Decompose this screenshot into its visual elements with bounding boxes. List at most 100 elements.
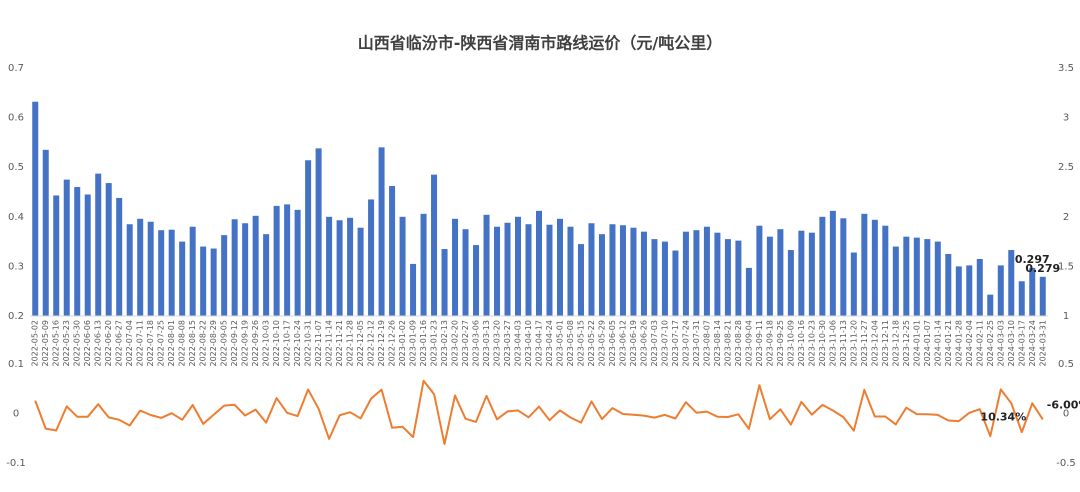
bar (913, 237, 920, 316)
bar (976, 258, 983, 316)
bar (777, 229, 784, 316)
x-tick-label: 2023-06-26 (639, 320, 648, 367)
x-tick-label: 2022-05-23 (62, 320, 71, 367)
bar (766, 236, 773, 316)
bar (126, 224, 133, 316)
bar (955, 266, 962, 316)
bar (389, 186, 396, 316)
bar (714, 232, 721, 316)
bar (32, 101, 39, 316)
y2-tick-label: -0.5 (1056, 458, 1076, 469)
bar (137, 218, 144, 316)
y-tick-label: 0.7 (8, 63, 24, 74)
x-tick-label: 2023-04-03 (514, 320, 523, 367)
y2-tick-label: 0 (1063, 409, 1069, 420)
x-tick-label: 2023-01-09 (409, 320, 418, 367)
x-tick-label: 2022-09-05 (220, 320, 229, 367)
bar (305, 160, 312, 316)
bar (861, 213, 868, 316)
x-tick-label: 2022-07-25 (157, 320, 166, 367)
x-tick-label: 2022-07-11 (136, 320, 145, 367)
bar (672, 250, 679, 316)
x-tick-label: 2022-12-19 (377, 320, 386, 367)
bar (588, 223, 595, 316)
y2-tick-label: 3.5 (1058, 63, 1074, 74)
x-tick-label: 2024-02-25 (986, 320, 995, 367)
x-tick-label: 2023-03-13 (482, 320, 491, 367)
x-tick-label: 2023-05-29 (597, 320, 606, 367)
x-tick-label: 2023-06-12 (618, 320, 627, 367)
x-tick-label: 2022-11-21 (335, 320, 344, 367)
x-tick-label: 2022-05-02 (31, 320, 40, 367)
x-tick-label: 2022-05-30 (73, 320, 82, 367)
bar (347, 217, 354, 316)
bar (924, 239, 931, 316)
x-tick-label: 2022-08-08 (178, 320, 187, 367)
x-tick-label: 2023-10-23 (807, 320, 816, 367)
bar (294, 209, 301, 316)
x-tick-label: 2022-07-18 (146, 320, 155, 367)
bar (147, 221, 154, 316)
x-tick-label: 2023-12-18 (891, 320, 900, 367)
bar (483, 214, 490, 316)
x-tick-label: 2022-06-13 (94, 320, 103, 367)
y-tick-label: 0.1 (8, 359, 24, 370)
bar (787, 250, 794, 316)
x-tick-label: 2023-11-06 (828, 320, 837, 367)
x-tick-label: 2023-04-24 (545, 320, 554, 367)
chart-title: 山西省临汾市-陕西省渭南市路线运价（元/吨公里） (358, 34, 723, 53)
bar (609, 224, 616, 316)
x-tick-label: 2024-03-31 (1038, 320, 1047, 367)
y-tick-label: -0.1 (6, 458, 26, 469)
bar (74, 187, 81, 316)
bar (462, 229, 469, 316)
bar (53, 195, 60, 316)
x-tick-label: 2022-06-20 (104, 320, 113, 367)
bar (273, 205, 280, 316)
x-tick-label: 2023-10-30 (818, 320, 827, 367)
x-tick-label: 2022-07-04 (125, 320, 134, 367)
line (34, 379, 1044, 446)
x-tick-label: 2022-11-28 (346, 320, 355, 367)
x-tick-label: 2022-08-15 (188, 320, 197, 367)
x-tick-label: 2023-01-02 (398, 320, 407, 367)
x-tick-label: 2023-08-21 (723, 320, 732, 367)
bar (515, 216, 522, 316)
bar (336, 220, 343, 316)
x-tick-label: 2024-01-21 (944, 320, 953, 367)
data-label: 0.297 (1015, 253, 1050, 266)
x-tick-label: 2022-09-26 (251, 320, 260, 367)
x-tick-label: 2023-07-03 (650, 320, 659, 367)
x-tick-label: 2023-09-25 (776, 320, 785, 367)
x-tick-label: 2023-08-07 (702, 320, 711, 367)
bar (84, 194, 91, 316)
x-tick-label: 2023-11-27 (860, 320, 869, 367)
data-label: 10.34% (980, 410, 1026, 423)
bar (410, 263, 417, 316)
bar (1029, 267, 1036, 316)
x-tick-label: 2024-01-01 (912, 320, 921, 367)
bar (105, 183, 112, 316)
bar (1039, 276, 1046, 316)
x-tick-label: 2022-10-17 (283, 320, 292, 367)
x-tick-label: 2023-02-20 (451, 320, 460, 367)
bar (242, 223, 249, 316)
x-tick-label: 2023-07-17 (671, 320, 680, 367)
x-tick-label: 2023-05-01 (555, 320, 564, 367)
bar (987, 294, 994, 316)
x-tick-label: 2022-08-01 (167, 320, 176, 367)
bar (630, 227, 637, 316)
x-tick-label: 2023-01-16 (419, 320, 428, 367)
bar (829, 210, 836, 316)
bar (263, 234, 270, 316)
bar (703, 226, 710, 316)
bar (525, 224, 532, 316)
bar (420, 213, 427, 316)
bar (546, 224, 553, 316)
x-tick-label: 2024-02-11 (975, 320, 984, 367)
x-tick-label: 2023-05-08 (566, 320, 575, 367)
y2-tick-label: 1.5 (1058, 261, 1074, 272)
bar (840, 218, 847, 316)
bar (63, 179, 70, 316)
x-tick-label: 2024-03-24 (1028, 320, 1037, 367)
